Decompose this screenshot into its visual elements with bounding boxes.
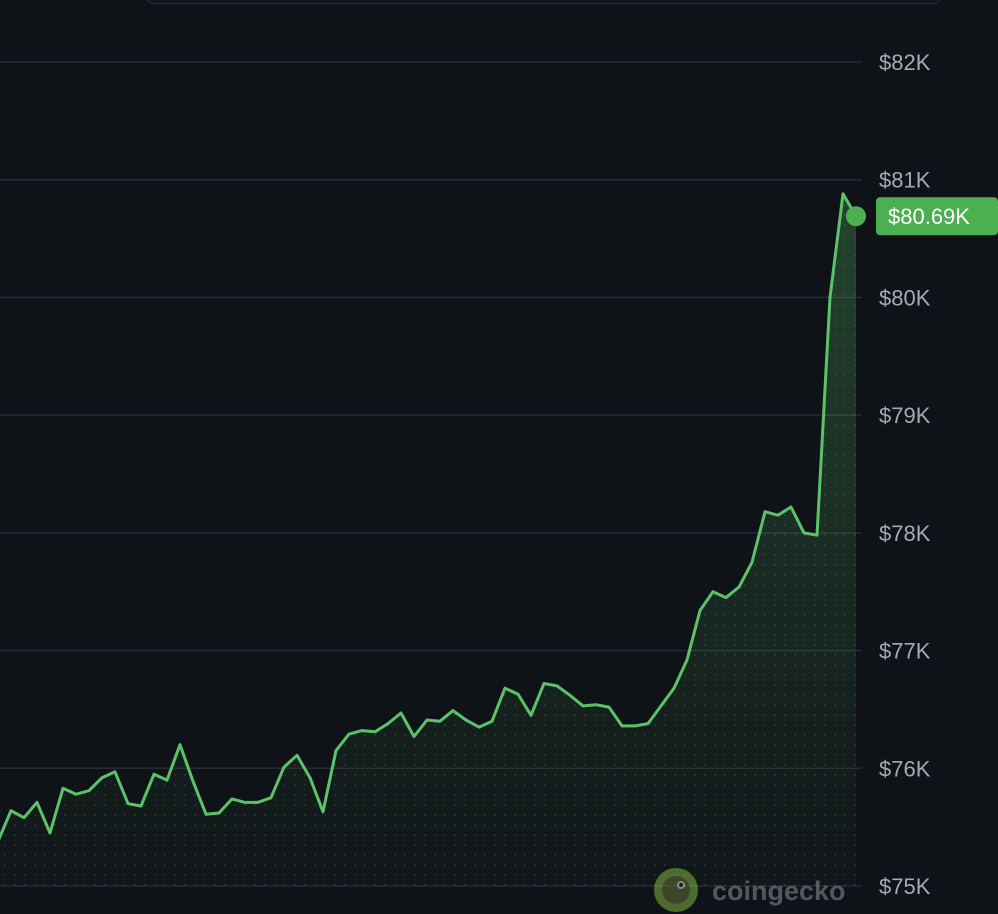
- y-tick-label: $81K: [879, 168, 931, 193]
- data-point[interactable]: [774, 511, 782, 519]
- data-point[interactable]: [215, 809, 223, 817]
- data-point[interactable]: [267, 794, 275, 802]
- y-tick-label: $79K: [879, 403, 931, 428]
- data-point[interactable]: [488, 717, 496, 725]
- data-point[interactable]: [761, 508, 769, 516]
- data-point[interactable]: [553, 682, 561, 690]
- data-point[interactable]: [384, 720, 392, 728]
- data-point[interactable]: [514, 690, 522, 698]
- data-point[interactable]: [501, 684, 509, 692]
- data-point[interactable]: [332, 747, 340, 755]
- current-price-marker: $80.69K: [846, 197, 998, 236]
- data-point[interactable]: [748, 558, 756, 566]
- current-price-label: $80.69K: [888, 204, 970, 229]
- data-point[interactable]: [358, 727, 366, 735]
- y-tick-label: $82K: [879, 50, 931, 75]
- data-point[interactable]: [644, 720, 652, 728]
- data-point[interactable]: [189, 777, 197, 785]
- y-tick-label: $76K: [879, 756, 931, 781]
- y-tick-label: $78K: [879, 521, 931, 546]
- data-point[interactable]: [46, 829, 54, 837]
- data-point[interactable]: [280, 763, 288, 771]
- current-price-badge: [876, 197, 998, 236]
- data-point[interactable]: [59, 784, 67, 792]
- data-point[interactable]: [33, 798, 41, 806]
- gecko-logo-icon: [654, 868, 698, 912]
- y-axis: $82K $81K $80K $79K $78K $77K $76K $75K: [879, 50, 931, 899]
- data-point[interactable]: [566, 691, 574, 699]
- data-point[interactable]: [670, 684, 678, 692]
- data-point[interactable]: [137, 802, 145, 810]
- data-point[interactable]: [111, 768, 119, 776]
- data-point[interactable]: [449, 707, 457, 715]
- data-point[interactable]: [527, 711, 535, 719]
- watermark-text: coingecko: [712, 876, 846, 906]
- data-point[interactable]: [540, 680, 548, 688]
- data-point[interactable]: [462, 716, 470, 724]
- data-point[interactable]: [683, 656, 691, 664]
- data-point[interactable]: [813, 531, 821, 539]
- data-point[interactable]: [371, 728, 379, 736]
- data-point[interactable]: [787, 503, 795, 511]
- data-point[interactable]: [839, 190, 847, 198]
- data-point[interactable]: [202, 810, 210, 818]
- data-point[interactable]: [800, 529, 808, 537]
- data-point[interactable]: [735, 583, 743, 591]
- data-point[interactable]: [98, 774, 106, 782]
- data-point[interactable]: [176, 741, 184, 749]
- data-point[interactable]: [20, 814, 28, 822]
- data-point[interactable]: [423, 716, 431, 724]
- data-point[interactable]: [657, 702, 665, 710]
- data-point[interactable]: [618, 722, 626, 730]
- data-point[interactable]: [124, 800, 132, 808]
- data-point[interactable]: [319, 808, 327, 816]
- data-point[interactable]: [592, 701, 600, 709]
- y-tick-label: $75K: [879, 874, 931, 899]
- data-point[interactable]: [241, 798, 249, 806]
- data-point[interactable]: [709, 588, 717, 596]
- data-point[interactable]: [85, 787, 93, 795]
- current-price-dot[interactable]: [846, 206, 866, 227]
- data-point[interactable]: [7, 807, 15, 815]
- data-point[interactable]: [475, 723, 483, 731]
- data-point[interactable]: [436, 717, 444, 725]
- price-line: [0, 192, 858, 841]
- data-point[interactable]: [163, 776, 171, 784]
- data-point[interactable]: [306, 774, 314, 782]
- data-point[interactable]: [72, 790, 80, 798]
- price-area: [0, 193, 856, 886]
- data-point[interactable]: [605, 703, 613, 711]
- data-point[interactable]: [293, 751, 301, 759]
- data-point[interactable]: [254, 798, 262, 806]
- data-point[interactable]: [631, 722, 639, 730]
- coingecko-watermark: coingecko: [654, 868, 846, 912]
- data-point[interactable]: [579, 702, 587, 710]
- data-point[interactable]: [722, 594, 730, 602]
- price-area-texture: [0, 193, 856, 886]
- data-point[interactable]: [228, 795, 236, 803]
- price-line-layer: [0, 190, 858, 841]
- data-point[interactable]: [410, 733, 418, 741]
- data-point[interactable]: [397, 709, 405, 717]
- data-point[interactable]: [345, 730, 353, 738]
- data-point[interactable]: [696, 607, 704, 615]
- y-tick-label: $77K: [879, 639, 931, 664]
- data-point[interactable]: [826, 293, 834, 301]
- data-point[interactable]: [150, 770, 158, 778]
- y-tick-label: $80K: [879, 285, 931, 310]
